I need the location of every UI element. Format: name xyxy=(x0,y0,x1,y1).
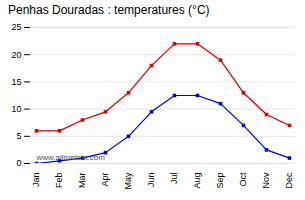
svg-text:Feb: Feb xyxy=(54,173,64,189)
svg-text:www.allmetsat.com: www.allmetsat.com xyxy=(36,153,106,162)
svg-text:25: 25 xyxy=(11,22,21,32)
svg-text:10: 10 xyxy=(11,104,21,114)
svg-text:May: May xyxy=(123,172,133,190)
svg-text:Jul: Jul xyxy=(169,173,179,185)
svg-text:5: 5 xyxy=(16,131,21,141)
svg-text:Jan: Jan xyxy=(31,173,41,188)
svg-text:Nov: Nov xyxy=(261,172,271,189)
svg-text:0: 0 xyxy=(16,158,21,168)
svg-text:Oct: Oct xyxy=(238,172,248,187)
svg-text:Dec: Dec xyxy=(284,172,294,189)
svg-text:20: 20 xyxy=(11,50,21,60)
svg-text:Jun: Jun xyxy=(146,173,156,188)
svg-text:Sep: Sep xyxy=(215,173,225,189)
svg-text:Apr: Apr xyxy=(100,173,110,187)
svg-text:15: 15 xyxy=(11,77,21,87)
html-text:Penhas Douradas : temperatures: Penhas Douradas : temperatures (°C) xyxy=(8,3,210,17)
svg-text:Mar: Mar xyxy=(77,172,87,188)
svg-text:Aug: Aug xyxy=(192,173,202,189)
